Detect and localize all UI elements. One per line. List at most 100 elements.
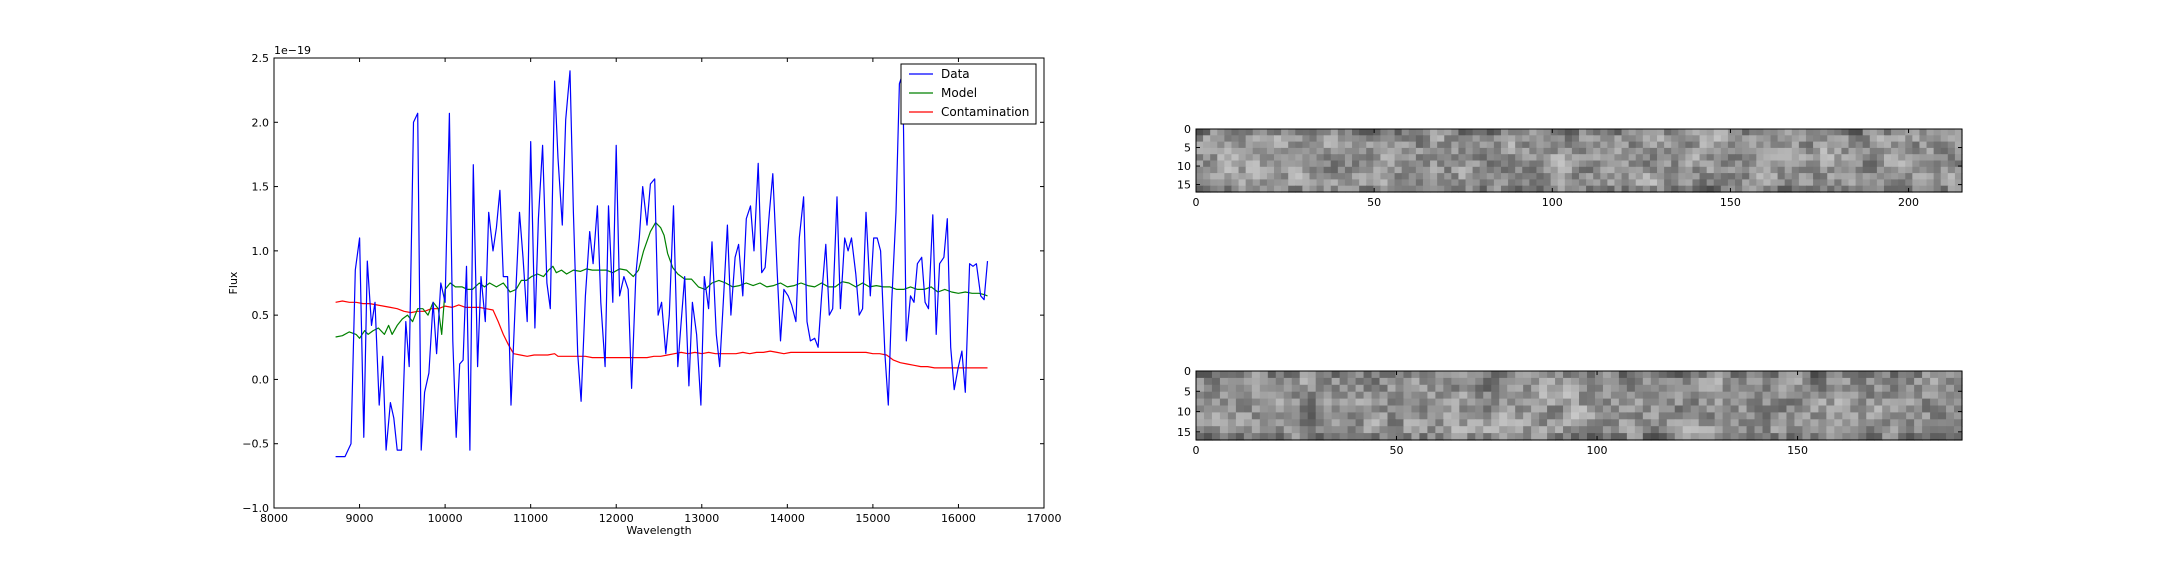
image-top-pixel (1841, 154, 1850, 162)
image-bottom-pixel (1826, 384, 1835, 393)
image-top-pixel (1217, 166, 1225, 174)
image-top-pixel (1493, 154, 1502, 162)
image-top-pixel (1798, 141, 1807, 149)
image-bottom-pixel (1467, 433, 1476, 441)
image-bottom-pixel (1563, 371, 1572, 379)
image-bottom-pixel (1706, 391, 1716, 400)
image-top-pixel (1493, 173, 1502, 180)
image-top-pixel (1621, 141, 1630, 149)
image-top-pixel (1834, 185, 1843, 193)
image-bottom-pixel (1355, 433, 1365, 441)
image-bottom-pixel (1435, 371, 1444, 379)
image-top-pixel (1352, 185, 1360, 193)
image-top-pixel (1947, 129, 1956, 136)
image-bottom-pixel (1283, 391, 1293, 400)
image-bottom-pixel (1379, 398, 1389, 407)
image-top-pixel (1607, 185, 1616, 193)
image-top-pixel (1522, 166, 1530, 174)
image-bottom-pixel (1435, 377, 1444, 386)
image-bottom-pixel (1499, 391, 1508, 400)
image-bottom-pixel (1523, 419, 1532, 427)
image-top-pixel (1330, 147, 1339, 155)
image-top-pixel (1515, 160, 1523, 168)
image-bottom-pixel (1539, 405, 1548, 413)
image-bottom-pixel (1387, 371, 1397, 379)
image-top-pixel (1919, 135, 1928, 143)
image-top-pixel (1614, 147, 1623, 155)
x-tick-label: 8000 (260, 512, 288, 525)
image-top-pixel (1813, 179, 1821, 187)
image-top-pixel (1671, 185, 1679, 193)
image-top-pixel (1252, 166, 1261, 174)
image-top-pixel (1713, 185, 1722, 193)
image-top-pixel (1479, 154, 1488, 162)
image-top-pixel (1458, 179, 1467, 187)
image-bottom-pixel (1682, 426, 1692, 434)
image-bottom-pixel (1419, 405, 1428, 413)
image-top-pixel (1529, 185, 1538, 193)
image-bottom-pixel (1515, 398, 1524, 407)
image-bottom-pixel (1946, 426, 1955, 434)
image-bottom-pixel (1682, 412, 1692, 420)
image-bottom-pixel (1922, 391, 1931, 400)
image-top-pixel (1387, 135, 1396, 143)
image-bottom-pixel (1571, 371, 1580, 379)
image-bottom-pixel (1427, 398, 1436, 407)
image-top-pixel (1196, 185, 1204, 193)
image-bottom-pixel (1315, 377, 1325, 386)
image-top-pixel (1798, 185, 1807, 193)
image-top-pixel (1380, 147, 1389, 155)
image-bottom-pixel (1523, 384, 1532, 393)
image-top-pixel (1678, 179, 1686, 187)
image-top-pixel (1522, 179, 1530, 187)
image-bottom-pixel (1427, 384, 1436, 393)
image-top-pixel (1777, 129, 1786, 136)
image-bottom-pixel (1938, 377, 1947, 386)
image-top-pixel (1791, 160, 1800, 168)
image-bottom-pixel (1738, 391, 1748, 400)
image-bottom-pixel (1499, 377, 1508, 386)
image-top-pixel (1500, 129, 1509, 136)
image-bottom-pixel (1610, 371, 1620, 379)
image-top-pixels (1196, 129, 1963, 193)
image-top-pixel (1685, 129, 1694, 136)
image-bottom-pixel (1203, 371, 1213, 379)
image-bottom-pixel (1227, 391, 1237, 400)
image-top-pixel (1330, 173, 1339, 180)
image-top-pixel (1628, 173, 1637, 180)
image-top-pixel (1614, 185, 1623, 193)
image-top-pixel (1422, 154, 1431, 162)
image-bottom-pixel (1363, 433, 1373, 441)
image-bottom-pixel (1930, 391, 1939, 400)
image-top-pixel (1756, 141, 1764, 149)
image-top-pixel (1231, 147, 1240, 155)
image-top-pixel (1203, 179, 1211, 187)
image-bottom-pixel (1698, 398, 1708, 407)
image-top-pixel (1699, 173, 1708, 180)
image-top-pixel (1940, 129, 1949, 136)
image-bottom-pixel (1770, 426, 1780, 434)
image-top-pixel (1245, 179, 1254, 187)
image-top-pixel (1408, 147, 1417, 155)
image-top-frame (1195, 128, 1963, 193)
image-top-pixel (1486, 173, 1495, 180)
image-bottom-pixel (1395, 412, 1405, 420)
image-top-pixel (1813, 166, 1821, 174)
image-bottom-pixel (1443, 377, 1452, 386)
image-bottom-pixel (1898, 384, 1907, 393)
image-top-pixel (1876, 179, 1885, 187)
image-top-pixel (1699, 147, 1708, 155)
image-bottom-pixel (1196, 419, 1205, 427)
image-top-pixel (1905, 166, 1913, 174)
image-top-pixel (1593, 129, 1601, 136)
image-top-pixel (1706, 129, 1715, 136)
image-bottom-pixel (1307, 371, 1317, 379)
image-top-pixel (1479, 185, 1488, 193)
image-bottom-pixel (1754, 405, 1764, 413)
image-bottom-pixel (1914, 433, 1923, 441)
image-top-pixel (1437, 185, 1445, 193)
image-top-pixel (1288, 179, 1296, 187)
image-top-pixel (1720, 173, 1729, 180)
image-top-pixel (1302, 160, 1311, 168)
image-top-pixel (1245, 185, 1254, 193)
